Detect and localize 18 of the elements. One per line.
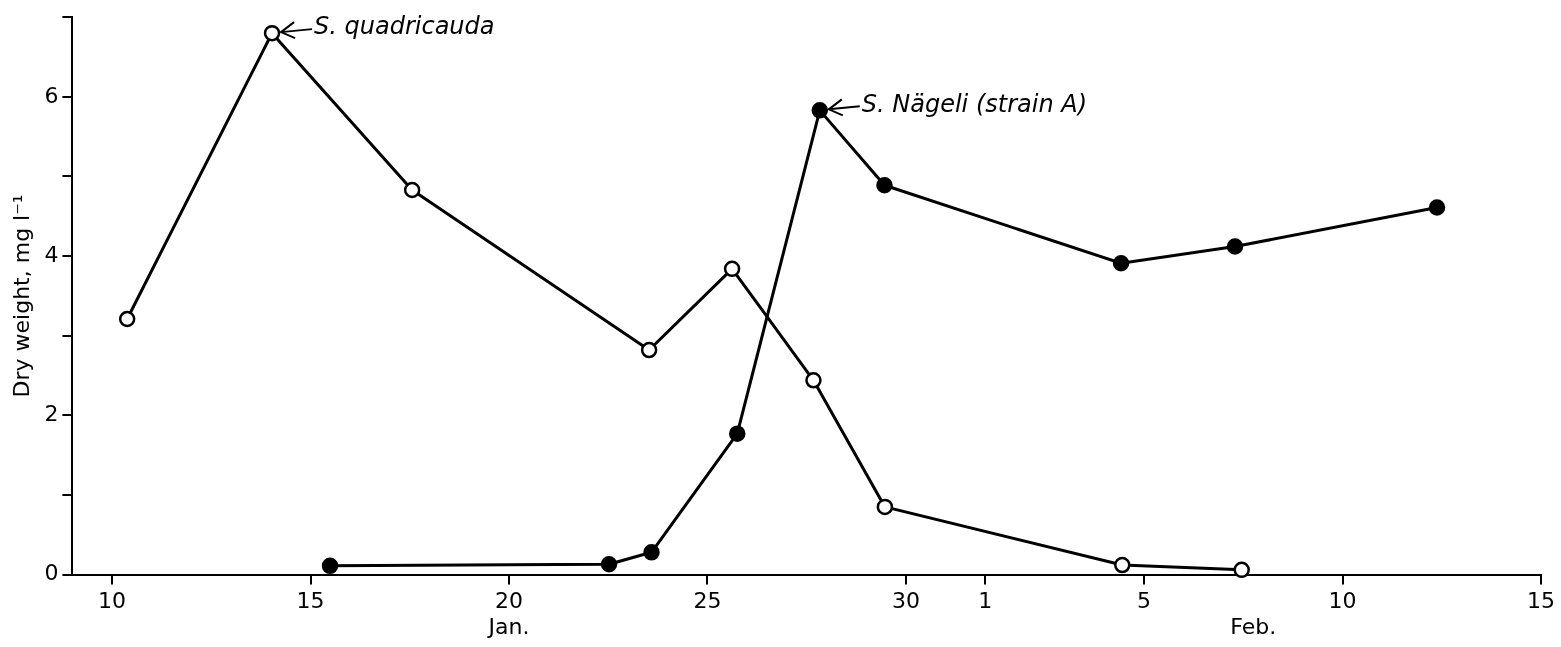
text: Feb.	[1230, 613, 1277, 639]
y-tick-label: 4	[44, 241, 59, 267]
y-axis-title: Dry weight, mg l⁻¹	[8, 194, 34, 398]
y-tick-label: 0	[44, 560, 59, 586]
x-tick-label: 10	[1328, 587, 1357, 613]
legend-label: S. Nägeli (strain A)	[861, 89, 1088, 118]
x-tick-label: 15	[1527, 587, 1555, 613]
x-tick-label: 5	[1137, 587, 1152, 613]
x-tick-label: 20	[495, 587, 524, 613]
x-tick-label: 15	[296, 587, 325, 613]
y-tick-label: 6	[44, 82, 59, 108]
text: Jan.	[486, 613, 530, 639]
x-tick-label: 25	[693, 587, 722, 613]
x-tick-label: 30	[891, 587, 920, 613]
x-tick-label: 10	[98, 587, 127, 613]
legend-label: S. quadricauda	[314, 12, 495, 41]
y-tick-label: 2	[44, 401, 59, 427]
x-tick-label: 1	[978, 587, 993, 613]
